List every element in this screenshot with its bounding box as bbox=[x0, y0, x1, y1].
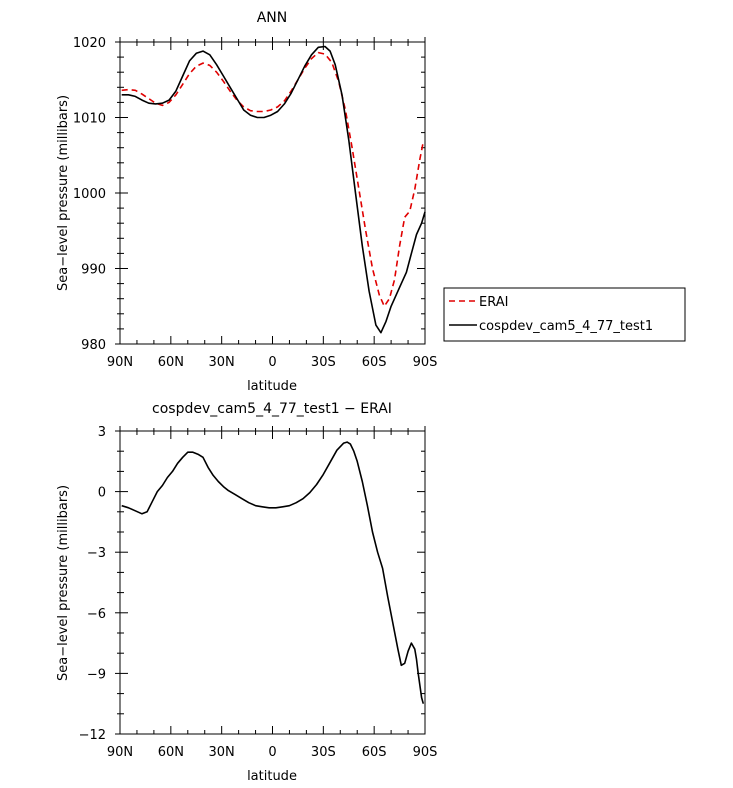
top-y-tick-label: 1000 bbox=[73, 187, 106, 202]
top-x-tick-label: 30N bbox=[209, 355, 235, 370]
bottom-y-tick-label: −9 bbox=[87, 667, 106, 682]
legend-label-model: cospdev_cam5_4_77_test1 bbox=[479, 319, 653, 334]
top-series-line-0 bbox=[121, 51, 425, 308]
top-gridlines bbox=[115, 37, 426, 345]
top-x-tick-label: 60N bbox=[158, 355, 184, 370]
bottom-y-tick-label: 0 bbox=[98, 486, 106, 501]
legend-box bbox=[443, 287, 686, 342]
top-x-tick-label: 90S bbox=[413, 355, 438, 370]
legend-label-erai: ERAI bbox=[479, 295, 508, 310]
bottom-y-tick-label: −12 bbox=[79, 728, 106, 743]
bottom-gridlines bbox=[115, 426, 426, 735]
top-title: ANN bbox=[257, 10, 288, 26]
panel-top: ANN 90N 60N 30N 0 30S 60S 90S 980 990 1000 1010 10… bbox=[56, 10, 437, 394]
bottom-plot-lines bbox=[121, 441, 425, 704]
top-y-tick-label: 1010 bbox=[73, 112, 106, 127]
bottom-y-tick-labels: 3 0 −3 −6 −9 −12 bbox=[79, 425, 106, 743]
bottom-x-axis-label: latitude bbox=[247, 769, 297, 784]
legend: ERAI cospdev_cam5_4_77_test1 bbox=[443, 287, 686, 342]
bottom-x-tick-label: 60S bbox=[362, 745, 387, 760]
top-plot-lines bbox=[121, 45, 426, 334]
bottom-plot-frame bbox=[119, 430, 426, 735]
bottom-y-tick-label: 3 bbox=[98, 425, 106, 440]
top-x-tick-label: 30S bbox=[311, 355, 336, 370]
top-y-tick-label: 1020 bbox=[73, 36, 106, 51]
bottom-y-tick-label: −6 bbox=[87, 607, 106, 622]
top-x-tick-label: 0 bbox=[268, 355, 276, 370]
top-y-tick-labels: 980 990 1000 1010 1020 bbox=[73, 36, 106, 353]
top-x-tick-label: 90N bbox=[107, 355, 133, 370]
bottom-x-tick-label: 90S bbox=[413, 745, 438, 760]
bottom-x-tick-label: 30N bbox=[209, 745, 235, 760]
top-y-tick-label: 990 bbox=[81, 263, 106, 278]
bottom-x-tick-label: 0 bbox=[268, 745, 276, 760]
bottom-x-tick-label: 30S bbox=[311, 745, 336, 760]
bottom-x-tick-label: 90N bbox=[107, 745, 133, 760]
bottom-x-tick-labels: 90N 60N 30N 0 30S 60S 90S bbox=[107, 745, 438, 760]
bottom-y-tick-label: −3 bbox=[87, 546, 106, 561]
top-y-axis-label: Sea−level pressure (millibars) bbox=[56, 95, 71, 291]
top-series-line-1 bbox=[121, 45, 426, 334]
top-plot-frame bbox=[119, 41, 426, 345]
bottom-series-line-0 bbox=[121, 441, 425, 704]
top-x-tick-label: 60S bbox=[362, 355, 387, 370]
top-y-tick-label: 980 bbox=[81, 338, 106, 353]
bottom-title: cospdev_cam5_4_77_test1 − ERAI bbox=[152, 401, 392, 417]
panel-bottom: cospdev_cam5_4_77_test1 − ERAI 90N 60N 30N… bbox=[56, 401, 437, 784]
bottom-x-tick-label: 60N bbox=[158, 745, 184, 760]
top-x-tick-labels: 90N 60N 30N 0 30S 60S 90S bbox=[107, 355, 438, 370]
bottom-y-axis-label: Sea−level pressure (millibars) bbox=[56, 485, 71, 681]
top-x-axis-label: latitude bbox=[247, 379, 297, 394]
